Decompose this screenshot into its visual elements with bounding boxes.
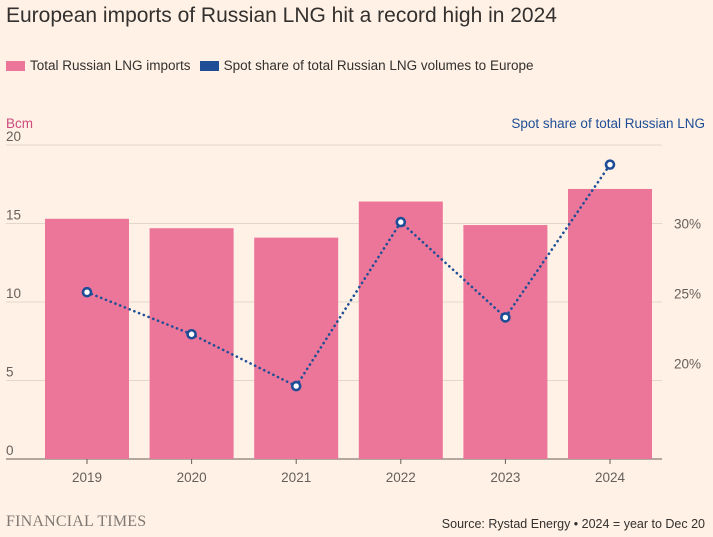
y-tick-label-right: 30%: [674, 217, 701, 232]
y-tick-label-left: 0: [6, 443, 14, 458]
bar-2022: [358, 201, 443, 459]
x-tick-label: 2021: [281, 470, 311, 485]
spot-share-point-2020: [186, 328, 197, 340]
spot-share-line: [85, 163, 612, 388]
bar-2021: [254, 237, 339, 459]
source-note: Source: Rystad Energy • 2024 = year to D…: [441, 517, 705, 531]
legend-swatch-line: [199, 60, 219, 71]
bar-2020: [149, 228, 234, 459]
legend-label-bars: Total Russian LNG imports: [30, 58, 191, 73]
bar-2023: [463, 225, 548, 459]
legend-item-spot-share: Spot share of total Russian LNG volumes …: [199, 58, 534, 73]
y-axis-label-left: Bcm: [6, 116, 33, 131]
bar-2024: [568, 188, 652, 459]
x-tick-label: 2019: [72, 470, 102, 485]
spot-share-point-2024: [604, 159, 616, 170]
ft-logo: FINANCIAL TIMES: [6, 513, 147, 530]
y-tick-label-left: 5: [6, 365, 14, 380]
y-tick-label-right: 25%: [674, 287, 701, 302]
legend-swatch-bars: [6, 60, 25, 71]
legend-label-line: Spot share of total Russian LNG volumes …: [223, 58, 534, 73]
bar-2019: [45, 218, 129, 459]
x-tick-label: 2022: [386, 470, 416, 485]
y-tick-label-right: 20%: [674, 357, 701, 372]
x-tick-label: 2023: [490, 470, 520, 485]
spot-share-point-2022: [395, 216, 407, 228]
y-tick-label-left: 15: [6, 208, 21, 223]
spot-share-point-2023: [500, 312, 511, 323]
legend: Total Russian LNG imports Spot share of …: [6, 58, 542, 73]
legend-item-imports: Total Russian LNG imports: [6, 58, 191, 73]
x-tick-label: 2020: [177, 470, 207, 485]
spot-share-point-2021: [290, 380, 302, 392]
x-tick-label: 2024: [595, 470, 626, 485]
y-tick-label-left: 20: [6, 129, 21, 144]
y-axis-label-right: Spot share of total Russian LNG: [511, 116, 705, 131]
chart-title: European imports of Russian LNG hit a re…: [6, 4, 557, 27]
y-tick-label-left: 10: [6, 286, 21, 301]
spot-share-point-2019: [81, 286, 93, 298]
